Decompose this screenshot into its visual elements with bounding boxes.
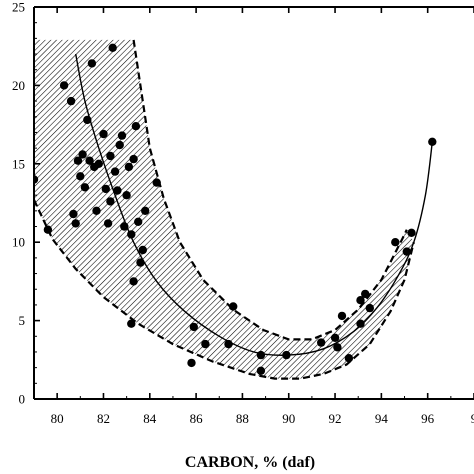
x-tick-label: 84 [143, 411, 157, 426]
data-point [189, 322, 198, 332]
data-point [85, 156, 94, 165]
x-tick-label: 96 [421, 411, 435, 426]
data-point [356, 319, 365, 328]
data-point [365, 303, 374, 313]
data-point [110, 167, 120, 176]
data-point [122, 191, 131, 200]
y-tick-label: 20 [12, 78, 25, 93]
data-point [317, 338, 326, 347]
data-point [136, 258, 145, 267]
x-tick-label: 94 [375, 411, 389, 426]
data-point [402, 247, 411, 256]
x-tick-label: 82 [97, 411, 110, 426]
data-point [106, 151, 115, 161]
data-point [224, 339, 233, 349]
y-tick-label: 25 [12, 0, 25, 15]
data-point [356, 296, 365, 305]
data-point [361, 289, 370, 299]
data-point [127, 319, 136, 328]
data-point [333, 343, 342, 352]
axes: 0 5 10 15 20 25 80 82 84 86 88 90 92 94 96 9 [12, 0, 474, 426]
confidence-band [34, 39, 415, 380]
data-point [428, 137, 437, 146]
data-point [129, 154, 138, 164]
x-tick-label: 88 [236, 411, 249, 426]
x-tick-label: 80 [51, 411, 64, 426]
x-tick-label: 9 [471, 411, 474, 426]
band-lower-boundary [34, 199, 415, 380]
data-point [73, 156, 83, 165]
data-point [106, 197, 115, 206]
data-point [129, 277, 138, 286]
data-points [34, 43, 437, 375]
data-point [69, 209, 78, 219]
data-point [78, 150, 87, 159]
data-point [94, 159, 104, 168]
data-point [344, 354, 354, 363]
data-point [108, 43, 117, 52]
data-point [101, 184, 111, 194]
data-point [152, 178, 161, 187]
data-point [127, 230, 136, 239]
data-point [138, 245, 147, 255]
band-fill [34, 39, 414, 379]
data-point [80, 183, 90, 192]
data-point [113, 186, 122, 195]
data-point [330, 333, 340, 342]
data-point [134, 217, 143, 226]
data-point [43, 225, 53, 234]
x-axis-title: CARBON, % (daf) [185, 454, 315, 471]
trend-line [75, 53, 433, 356]
data-point [83, 115, 92, 125]
data-point [120, 222, 129, 231]
data-point [71, 219, 80, 228]
y-tick-label: 15 [12, 156, 25, 171]
data-point [76, 172, 85, 181]
data-point [103, 219, 113, 228]
band-upper-boundary [132, 39, 408, 341]
y-tick-label: 10 [12, 235, 25, 250]
data-point [256, 350, 266, 360]
x-tick-label: 92 [329, 411, 342, 426]
data-point [391, 238, 400, 247]
data-point [141, 206, 150, 215]
data-point [92, 206, 101, 215]
data-point [117, 131, 127, 140]
data-point [282, 350, 291, 360]
data-point [229, 302, 238, 311]
data-point [87, 59, 97, 68]
data-point [66, 96, 76, 106]
x-tick-label: 86 [190, 411, 204, 426]
y-tick-label: 0 [19, 392, 26, 407]
data-point [124, 162, 134, 172]
y-tick-label: 5 [19, 313, 26, 328]
data-point [115, 140, 124, 150]
data-point [131, 122, 141, 131]
data-point [59, 81, 69, 90]
data-point [187, 358, 196, 368]
data-point [201, 339, 210, 349]
data-point [256, 366, 266, 375]
x-tick-label: 90 [282, 411, 295, 426]
data-point [407, 228, 416, 237]
trend-curve [75, 53, 433, 356]
data-point [99, 129, 108, 139]
data-point [337, 311, 347, 321]
